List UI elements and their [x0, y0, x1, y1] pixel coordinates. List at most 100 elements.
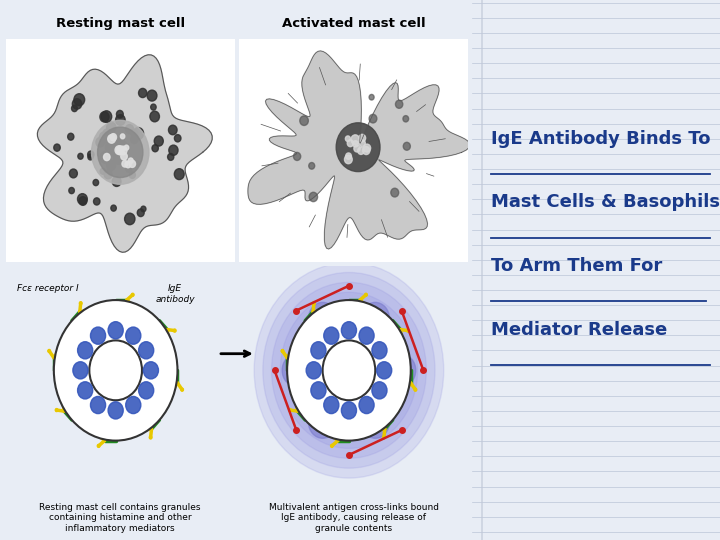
- Circle shape: [130, 135, 138, 144]
- Circle shape: [154, 136, 163, 146]
- Circle shape: [347, 140, 354, 147]
- Circle shape: [72, 99, 82, 109]
- Circle shape: [93, 179, 99, 186]
- Circle shape: [295, 401, 298, 404]
- Circle shape: [139, 342, 154, 359]
- Circle shape: [351, 135, 359, 144]
- Circle shape: [111, 205, 117, 211]
- Text: Multivalent antigen cross-links bound
IgE antibody, causing release of
granule c: Multivalent antigen cross-links bound Ig…: [269, 503, 438, 533]
- Circle shape: [125, 145, 129, 150]
- Circle shape: [289, 409, 291, 411]
- Circle shape: [100, 112, 109, 122]
- Circle shape: [106, 159, 112, 166]
- Text: Resting mast cell: Resting mast cell: [55, 17, 185, 30]
- Circle shape: [105, 143, 113, 152]
- Circle shape: [168, 153, 174, 160]
- Circle shape: [78, 194, 87, 205]
- Circle shape: [118, 138, 125, 146]
- Circle shape: [98, 127, 143, 178]
- Circle shape: [120, 141, 126, 148]
- Circle shape: [74, 94, 85, 106]
- Circle shape: [341, 322, 356, 339]
- Circle shape: [330, 434, 333, 437]
- Circle shape: [126, 166, 132, 172]
- Circle shape: [125, 161, 131, 168]
- Circle shape: [131, 293, 134, 296]
- Circle shape: [330, 444, 333, 447]
- Circle shape: [108, 137, 118, 148]
- Circle shape: [361, 302, 390, 335]
- Circle shape: [282, 349, 284, 353]
- Circle shape: [181, 388, 184, 391]
- Circle shape: [129, 160, 135, 167]
- Circle shape: [309, 192, 318, 201]
- Circle shape: [133, 160, 139, 167]
- Circle shape: [69, 187, 74, 194]
- Circle shape: [391, 188, 399, 197]
- Circle shape: [130, 172, 135, 178]
- Circle shape: [71, 105, 77, 112]
- Circle shape: [116, 114, 125, 125]
- Circle shape: [395, 100, 402, 109]
- Circle shape: [88, 154, 93, 160]
- Circle shape: [115, 146, 123, 154]
- Circle shape: [48, 349, 50, 353]
- Circle shape: [369, 94, 374, 100]
- Circle shape: [108, 402, 123, 419]
- Circle shape: [133, 127, 143, 139]
- Circle shape: [363, 146, 370, 154]
- Text: IgE Antibody Binds To: IgE Antibody Binds To: [492, 130, 711, 147]
- Circle shape: [110, 133, 117, 141]
- Circle shape: [300, 116, 308, 125]
- Circle shape: [324, 396, 339, 414]
- Circle shape: [167, 336, 169, 340]
- Circle shape: [118, 150, 122, 154]
- Circle shape: [254, 262, 444, 478]
- Circle shape: [100, 151, 111, 163]
- Circle shape: [143, 429, 145, 431]
- Circle shape: [271, 282, 426, 458]
- Text: Fcε receptor I: Fcε receptor I: [17, 285, 78, 293]
- Circle shape: [405, 388, 408, 391]
- Text: IgE
antibody: IgE antibody: [156, 285, 195, 304]
- Circle shape: [280, 292, 418, 448]
- Circle shape: [78, 153, 83, 159]
- Circle shape: [117, 110, 123, 118]
- Circle shape: [174, 134, 181, 142]
- Circle shape: [414, 388, 417, 391]
- Circle shape: [126, 396, 141, 414]
- Circle shape: [324, 327, 339, 344]
- Circle shape: [54, 144, 60, 151]
- Circle shape: [312, 302, 315, 305]
- Circle shape: [114, 140, 123, 150]
- Circle shape: [138, 209, 144, 217]
- Circle shape: [359, 396, 374, 414]
- Circle shape: [141, 206, 146, 212]
- Circle shape: [104, 153, 110, 161]
- Circle shape: [103, 129, 111, 138]
- Circle shape: [128, 158, 133, 164]
- Circle shape: [78, 342, 93, 359]
- Circle shape: [407, 329, 409, 332]
- Circle shape: [150, 111, 159, 122]
- Circle shape: [174, 168, 184, 180]
- Circle shape: [126, 327, 141, 344]
- Circle shape: [89, 340, 142, 400]
- Circle shape: [308, 302, 337, 335]
- Circle shape: [138, 89, 147, 98]
- Circle shape: [57, 349, 60, 353]
- Circle shape: [91, 327, 106, 344]
- Circle shape: [108, 134, 115, 143]
- Circle shape: [359, 140, 365, 147]
- Circle shape: [282, 354, 310, 387]
- Circle shape: [79, 197, 87, 205]
- Circle shape: [308, 406, 337, 438]
- Bar: [6, 39, 235, 262]
- Circle shape: [125, 213, 135, 225]
- Circle shape: [353, 141, 359, 147]
- Circle shape: [323, 340, 375, 400]
- Circle shape: [118, 150, 122, 154]
- Circle shape: [387, 354, 415, 387]
- Circle shape: [99, 132, 109, 143]
- Circle shape: [113, 152, 124, 165]
